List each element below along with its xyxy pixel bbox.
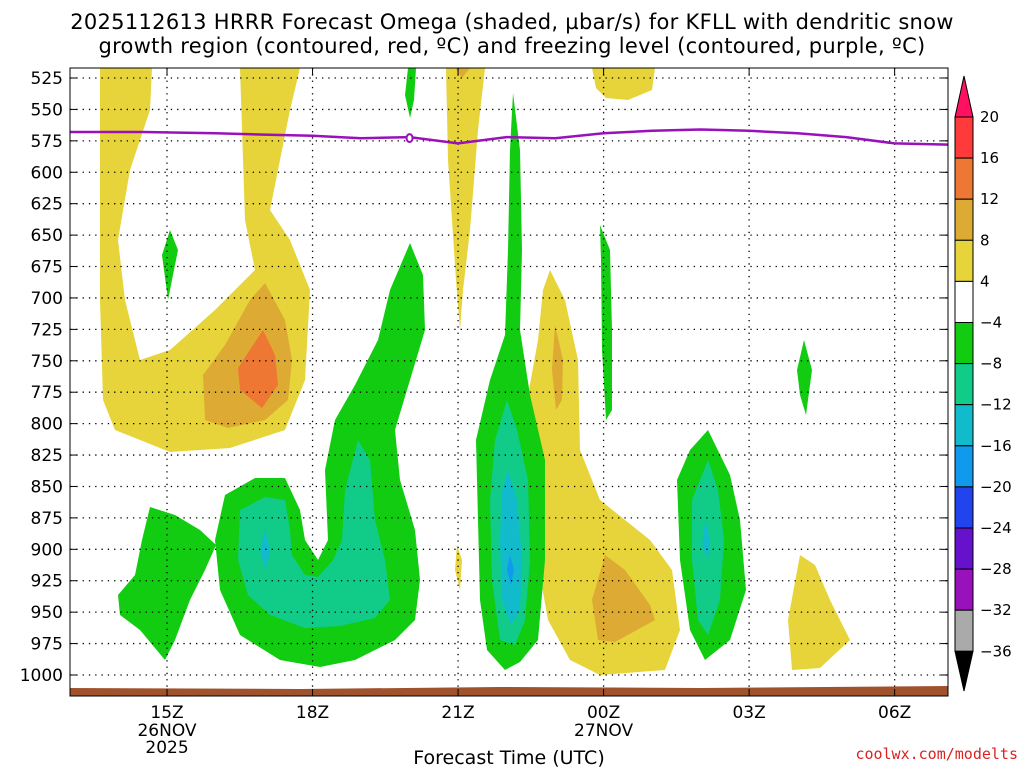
y-tick-label: 975 bbox=[31, 635, 63, 655]
chart-title-line2: growth region (contoured, red, ºC) and f… bbox=[98, 34, 925, 58]
y-tick-label: 650 bbox=[31, 226, 63, 246]
y-tick-label: 825 bbox=[31, 446, 63, 466]
y-tick-label: 1000 bbox=[20, 666, 63, 686]
omega-region-neg-12-16 bbox=[500, 470, 522, 625]
colorbar-label: 8 bbox=[980, 231, 990, 249]
colorbar-segment bbox=[954, 527, 974, 570]
colorbar-label: −20 bbox=[980, 478, 1012, 496]
y-tick-label: 775 bbox=[31, 383, 63, 403]
freezing-level-line bbox=[70, 128, 949, 146]
y-tick-label: 875 bbox=[31, 509, 63, 529]
colorbar-label: −32 bbox=[980, 601, 1012, 619]
terrain-band bbox=[70, 686, 948, 696]
colorbar-segment bbox=[954, 116, 974, 159]
freezing-level bbox=[70, 128, 949, 146]
freezing-level-label-marker bbox=[405, 133, 414, 144]
y-tick-label: 925 bbox=[31, 572, 63, 592]
omega-region-pos-8-12 bbox=[592, 555, 655, 642]
y-tick-label: 675 bbox=[31, 258, 63, 278]
colorbar-label: −4 bbox=[980, 314, 1002, 332]
plot-frame bbox=[69, 67, 949, 697]
colorbar-segment bbox=[954, 404, 974, 447]
y-tick-label: 700 bbox=[31, 289, 63, 309]
omega-region-neg-12-16 bbox=[702, 520, 710, 560]
x-tick-label: 06Z bbox=[878, 703, 911, 723]
omega-region-neg-16-20 bbox=[507, 555, 514, 585]
y-tick-label: 625 bbox=[31, 195, 63, 215]
x-tick-label: 00Z bbox=[587, 703, 620, 723]
omega-region-neg-4-8 bbox=[600, 225, 612, 420]
pressure-axis: 525 550 575 600 625 650 675 700 725 750 775 800 825 8… bbox=[20, 69, 948, 686]
omega-region-neg-4-8 bbox=[118, 507, 216, 660]
y-tick-label: 725 bbox=[31, 320, 63, 340]
colorbar-segment bbox=[954, 363, 974, 406]
plot-area bbox=[69, 67, 949, 697]
colorbar-segment bbox=[954, 198, 974, 241]
colorbar-segment bbox=[954, 157, 974, 200]
chart-title-line1: 2025112613 HRRR Forecast Omega (shaded, … bbox=[70, 10, 954, 34]
colorbar-label: −8 bbox=[980, 355, 1002, 373]
y-tick-label: 525 bbox=[31, 69, 63, 89]
y-tick-label: 950 bbox=[31, 603, 63, 623]
omega-region-pos-4-8 bbox=[455, 545, 462, 590]
x-tick-label: 03Z bbox=[732, 703, 765, 723]
y-tick-label: 900 bbox=[31, 540, 63, 560]
omega-region-pos-12-16 bbox=[238, 330, 278, 408]
y-tick-label: 750 bbox=[31, 352, 63, 372]
colorbar-segment bbox=[954, 239, 974, 282]
colorbar-segment bbox=[954, 322, 974, 365]
colorbar-label: −12 bbox=[980, 396, 1012, 414]
x-tick-date: 27NOV bbox=[574, 721, 633, 741]
omega-region-neg-12-16 bbox=[260, 530, 270, 570]
omega-region-pos-8-12 bbox=[552, 325, 563, 410]
omega-region-pos-4-8 bbox=[446, 68, 485, 330]
omega-region-neg-4-8 bbox=[162, 230, 178, 300]
colorbar: 20 16 12 8 4 −4 −8 −12 −16 −20 −24 −28 −32 −36 bbox=[954, 75, 1012, 692]
y-tick-label: 600 bbox=[31, 163, 63, 183]
omega-region-pos-8-12 bbox=[455, 68, 470, 78]
omega-region-neg-4-8 bbox=[405, 68, 416, 118]
colorbar-segment bbox=[954, 568, 974, 611]
colorbar-segment bbox=[954, 486, 974, 529]
x-tick-label: 21Z bbox=[441, 703, 474, 723]
colorbar-label: 20 bbox=[980, 108, 999, 126]
omega-shading bbox=[100, 68, 850, 675]
x-axis-label: Forecast Time (UTC) bbox=[413, 747, 604, 768]
omega-region-pos-4-8 bbox=[592, 68, 655, 100]
y-tick-label: 800 bbox=[31, 415, 63, 435]
x-tick-date: 26NOV bbox=[137, 721, 196, 741]
y-tick-label: 850 bbox=[31, 477, 63, 497]
x-tick-label: 18Z bbox=[296, 703, 329, 723]
colorbar-segment bbox=[954, 445, 974, 488]
x-tick-year: 2025 bbox=[145, 738, 188, 758]
y-tick-label: 550 bbox=[31, 100, 63, 120]
grid-lines bbox=[70, 68, 948, 696]
colorbar-label: −36 bbox=[980, 642, 1012, 660]
colorbar-label: −16 bbox=[980, 437, 1012, 455]
colorbar-label: 4 bbox=[980, 272, 990, 290]
colorbar-label: −28 bbox=[980, 560, 1012, 578]
colorbar-label: 16 bbox=[980, 149, 999, 167]
y-tick-label: 575 bbox=[31, 132, 63, 152]
credit-text: coolwx.com/modelts bbox=[855, 745, 1018, 763]
colorbar-label: 12 bbox=[980, 190, 999, 208]
colorbar-label: −24 bbox=[980, 519, 1012, 537]
colorbar-segment bbox=[954, 609, 974, 652]
colorbar-top-arrow bbox=[954, 75, 974, 118]
colorbar-bottom-arrow bbox=[954, 650, 974, 692]
colorbar-segment bbox=[954, 280, 974, 323]
omega-region-neg-4-8 bbox=[797, 340, 812, 415]
omega-region-neg-8-12 bbox=[238, 440, 390, 628]
omega-region-pos-4-8 bbox=[788, 555, 850, 670]
x-tick-label: 15Z bbox=[150, 703, 183, 723]
